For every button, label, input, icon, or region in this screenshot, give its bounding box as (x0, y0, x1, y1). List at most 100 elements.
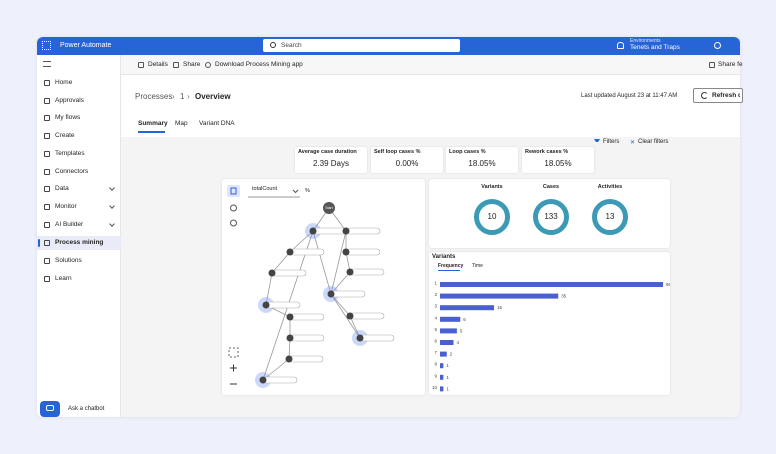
map-node-badge (286, 334, 294, 342)
bar-value-label: 1 (446, 375, 449, 380)
map-metric-dropdown[interactable]: totalCount (252, 186, 278, 192)
bar-category-label: 8 (434, 362, 437, 367)
nav-item[interactable]: Home (55, 79, 73, 86)
bar (440, 351, 447, 357)
kpi-value: 18.05% (544, 159, 572, 168)
map-edge (262, 358, 290, 381)
nav-item[interactable]: Connectors (55, 168, 89, 175)
variants-tab-underline (438, 270, 460, 271)
tab[interactable]: Summary (138, 120, 168, 127)
nav-item[interactable]: My flows (55, 114, 81, 121)
map-node[interactable] (289, 313, 325, 321)
bar-category-label: 5 (434, 327, 437, 332)
kpi-card (371, 147, 443, 173)
zoom-in-button[interactable] (230, 364, 237, 372)
bar-category-label: 4 (434, 315, 437, 320)
search-box[interactable] (263, 39, 460, 52)
bar-value-label: 1 (446, 363, 449, 368)
map-node[interactable] (330, 290, 366, 298)
nav-item[interactable]: Learn (55, 275, 72, 282)
bar-category-label: 10 (432, 385, 438, 390)
kpi-label: Loop cases % (449, 149, 486, 155)
bar-value-label: 1 (446, 386, 449, 391)
environment-icon (617, 42, 624, 49)
variants-tab[interactable]: Time (472, 263, 483, 269)
map-node[interactable] (345, 227, 381, 235)
variants-card (429, 252, 670, 395)
nav-icon (44, 133, 50, 139)
map-tool-icon (230, 187, 237, 195)
tab[interactable]: Map (175, 120, 188, 127)
map-node-badge (309, 227, 317, 235)
map-node-badge (259, 376, 267, 384)
kpi-card (446, 147, 518, 173)
kpi-value: 18.05% (468, 159, 496, 168)
filters-button[interactable]: Filters (603, 139, 620, 145)
nav-item[interactable]: Solutions (55, 257, 82, 264)
bar (440, 316, 461, 322)
map-node[interactable] (349, 312, 385, 320)
nav-item[interactable]: Templates (55, 150, 85, 157)
map-node[interactable] (359, 334, 395, 342)
toolbar-item[interactable]: Share (183, 61, 201, 68)
kpi-label: Rework cases % (525, 149, 569, 155)
nav-item[interactable]: Create (55, 132, 75, 139)
bar (440, 305, 495, 311)
refresh-button[interactable] (693, 88, 743, 103)
menu-icon[interactable] (43, 61, 51, 67)
kpi-label: Average case duration (298, 149, 357, 155)
map-node-badge (346, 268, 354, 276)
map-tool-active[interactable] (227, 185, 240, 197)
bar (440, 386, 444, 392)
map-edge (330, 293, 361, 339)
nav-icon (44, 98, 50, 104)
variants-title: Variants (432, 254, 456, 260)
refresh-label: Refresh da (712, 92, 740, 99)
clear-filters-button[interactable]: Clear filters (638, 139, 669, 145)
map-node-badge (356, 334, 364, 342)
map-node[interactable] (349, 268, 385, 276)
bar-category-label: 9 (434, 373, 437, 378)
search-placeholder: Search (281, 42, 302, 49)
variants-tab[interactable]: Frequency (438, 263, 464, 269)
toolbar-item[interactable]: Details (148, 61, 168, 68)
app-launcher[interactable] (42, 41, 51, 50)
environment-name[interactable]: Tenets and Traps (630, 44, 680, 51)
chatbot-label[interactable]: Ask a chatbot (68, 406, 105, 412)
fit-view-button[interactable] (228, 347, 239, 358)
chatbot-button[interactable] (40, 401, 60, 417)
nav-item[interactable]: Data (55, 185, 69, 192)
bar-value-label: 4 (457, 340, 460, 345)
map-node[interactable] (289, 248, 325, 256)
map-tool-icon[interactable] (230, 204, 237, 212)
settings-icon[interactable] (714, 42, 721, 49)
nav-item[interactable]: Process mining (55, 239, 104, 246)
map-edge (330, 230, 347, 295)
map-node[interactable] (265, 301, 301, 309)
map-edge (349, 315, 361, 339)
breadcrumb-separator: › (187, 92, 190, 101)
nav-icon (44, 204, 50, 210)
nav-active-bg (37, 236, 121, 250)
breadcrumb-item[interactable]: Processes (135, 92, 173, 101)
share-feedback[interactable]: Share fe (718, 61, 743, 68)
map-node[interactable] (288, 355, 324, 363)
map-node[interactable] (289, 334, 325, 342)
nav-item[interactable]: Monitor (55, 203, 77, 210)
map-node[interactable] (312, 227, 348, 235)
stat-value: 133 (544, 212, 558, 221)
map-node[interactable] (262, 376, 298, 384)
tab-underline (138, 131, 165, 133)
map-node[interactable] (345, 248, 381, 256)
map-node[interactable] (271, 269, 307, 277)
nav-item[interactable]: AI Builder (55, 221, 84, 228)
environment-label: Environments (630, 38, 661, 44)
refresh-icon (701, 92, 708, 99)
breadcrumb-item[interactable]: 1 (180, 92, 185, 101)
map-tool-icon[interactable] (230, 219, 237, 227)
bar-category-label: 2 (434, 292, 437, 297)
tab[interactable]: Variant DNA (199, 120, 235, 127)
nav-item[interactable]: Approvals (55, 97, 84, 104)
toolbar-item[interactable]: Download Process Mining app (215, 61, 303, 68)
map-edge (271, 251, 291, 274)
